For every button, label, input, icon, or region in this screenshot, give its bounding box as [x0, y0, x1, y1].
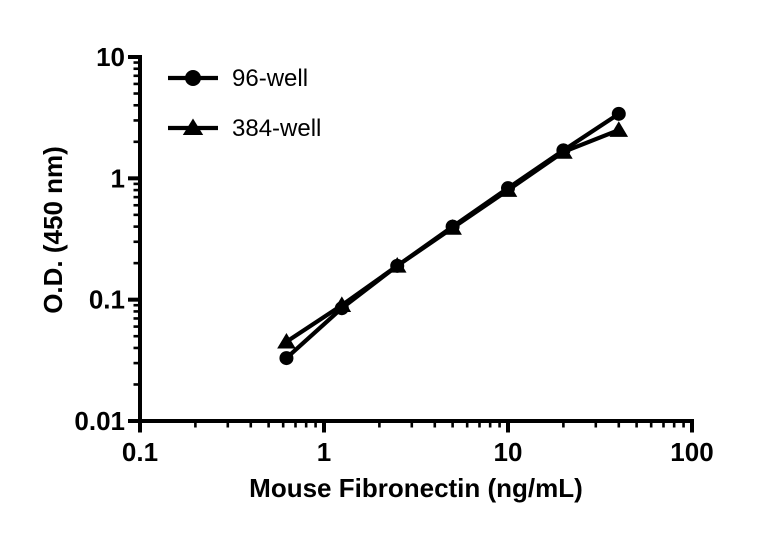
- y-tick-label: 1: [111, 163, 125, 193]
- data-point-circle: [611, 106, 626, 121]
- circle-icon: [185, 70, 201, 86]
- series-layer: [277, 106, 629, 366]
- x-tick-label: 1: [317, 437, 331, 467]
- y-tick-label: 10: [96, 42, 125, 72]
- data-point-circle: [445, 219, 460, 234]
- data-point-circle: [279, 351, 294, 366]
- legend-label-96-well: 96-well: [232, 65, 308, 92]
- data-point-triangle: [277, 332, 296, 349]
- data-point-triangle: [609, 121, 629, 137]
- data-point-circle: [556, 143, 571, 158]
- y-tick-label: 0.01: [74, 406, 125, 436]
- legend-label-384-well: 384-well: [232, 115, 321, 142]
- legend-entry-384-well: 384-well: [168, 115, 321, 142]
- data-point-circle: [334, 301, 349, 316]
- x-tick-label: 100: [670, 437, 713, 467]
- triangle-icon: [182, 118, 204, 135]
- x-axis-title: Mouse Fibronectin (ng/mL): [249, 473, 583, 503]
- y-tick-label: 0.1: [89, 285, 125, 315]
- data-point-circle: [390, 258, 405, 273]
- x-tick-label: 10: [494, 437, 523, 467]
- y-axis-title: O.D. (450 nm): [38, 146, 68, 314]
- data-point-circle: [501, 181, 515, 196]
- x-tick-label: 0.1: [122, 437, 158, 467]
- legend-entry-96-well: 96-well: [168, 65, 308, 92]
- legend: 96-well 384-well: [168, 65, 321, 142]
- axis-spines: [138, 55, 694, 423]
